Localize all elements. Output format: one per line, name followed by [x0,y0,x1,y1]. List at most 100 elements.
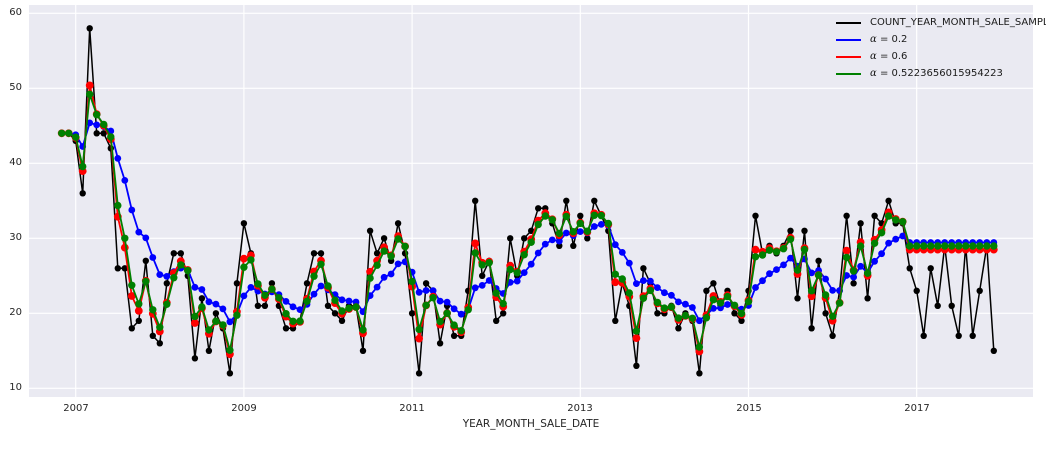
series-marker-1 [282,298,290,305]
series-marker-1 [436,297,444,305]
series-marker-1 [296,306,304,313]
series-marker-3 [86,90,94,99]
series-marker-0 [479,272,486,279]
series-marker-1 [808,269,815,277]
series-marker-3 [779,245,788,253]
x-tick-2011: 2011 [399,403,425,414]
series-marker-3 [93,111,101,119]
series-marker-3 [443,309,451,317]
series-marker-0 [93,130,100,137]
series-marker-1 [696,317,703,325]
series-marker-3 [317,260,325,268]
series-marker-0 [500,310,507,317]
series-marker-1 [240,292,248,300]
series-marker-0 [640,265,647,272]
series-marker-3 [338,307,346,315]
series-marker-3 [793,266,802,274]
series-marker-3 [268,285,276,293]
black-line-swatch-icon [836,21,861,24]
green-line-swatch-icon [836,72,861,75]
series-marker-0 [822,310,829,317]
series-marker-1 [682,300,689,308]
series-marker-0 [703,287,710,294]
series-marker-1 [198,286,206,293]
series-marker-3 [583,227,591,235]
series-marker-0 [507,235,514,242]
series-marker-3 [100,120,108,129]
series-marker-1 [212,300,220,308]
series-marker-3 [597,211,605,220]
series-marker-3 [394,235,402,243]
x-tick-2013: 2013 [567,403,593,414]
series-marker-0 [808,325,815,332]
series-marker-3 [408,277,416,286]
series-marker-3 [352,303,360,311]
series-marker-1 [114,155,122,162]
series-marker-3 [296,317,304,325]
series-marker-3 [639,294,648,302]
series-marker-3 [604,219,612,228]
series-marker-1 [633,280,640,287]
blue-line-swatch-icon [836,38,861,41]
series-marker-0 [226,370,234,377]
series-marker-0 [563,197,570,204]
series-marker-0 [535,205,542,212]
series-marker-0 [871,212,878,219]
y-tick-40: 40 [9,157,22,168]
series-marker-3 [569,228,577,236]
series-marker-0 [710,280,717,287]
series-marker-3 [261,291,269,299]
y-tick-50: 50 [9,82,22,93]
series-marker-3 [366,274,374,282]
series-marker-1 [457,310,465,318]
series-marker-3 [401,242,409,251]
series-marker-3 [310,272,318,280]
series-marker-1 [310,290,318,298]
series-marker-3 [765,246,774,254]
series-marker-3 [969,242,977,250]
series-marker-1 [611,241,619,249]
series-marker-0 [696,370,703,377]
series-marker-0 [850,280,857,287]
series-marker-1 [191,283,199,291]
series-marker-1 [205,298,213,306]
series-marker-3 [786,235,795,243]
legend-label: α = 0.2 [870,34,908,45]
series-marker-3 [723,292,732,301]
series-marker-3 [184,266,192,275]
series-marker-1 [766,270,773,278]
series-marker-3 [135,300,143,308]
series-marker-3 [541,212,549,220]
series-marker-3 [709,296,718,304]
series-marker-3 [948,242,956,250]
series-marker-1 [226,318,234,326]
series-marker-0 [787,227,794,234]
series-marker-0 [885,197,892,204]
series-marker-3 [254,280,262,288]
series-marker-3 [191,312,199,321]
series-marker-3 [177,261,185,269]
series-marker-0 [969,332,976,339]
series-marker-1 [752,284,759,291]
series-marker-0 [205,347,213,354]
series-marker-0 [654,310,661,317]
series-marker-1 [387,270,395,278]
series-marker-3 [163,300,171,308]
series-marker-3 [506,265,514,274]
series-marker-1 [717,304,724,312]
series-marker-1 [878,250,885,258]
series-marker-0 [493,317,500,324]
series-marker-2 [632,334,641,342]
series-marker-0 [472,197,479,204]
series-marker-1 [780,261,787,269]
x-tick-2007: 2007 [63,403,89,414]
series-marker-3 [156,323,164,331]
series-marker-1 [675,298,682,306]
series-marker-0 [675,325,682,332]
red-line-swatch-icon [836,55,861,58]
series-marker-0 [380,235,388,242]
series-marker-3 [772,248,781,256]
series-marker-3 [884,212,893,220]
series-marker-3 [471,249,479,257]
